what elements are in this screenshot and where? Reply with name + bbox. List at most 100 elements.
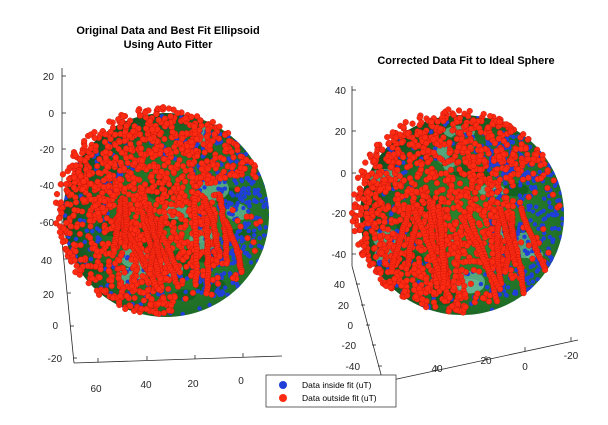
outside-point bbox=[400, 154, 407, 161]
outside-point bbox=[475, 220, 482, 227]
outside-point bbox=[528, 160, 536, 167]
outside-point bbox=[131, 226, 139, 233]
inside-point bbox=[258, 162, 263, 167]
inside-point bbox=[232, 178, 237, 183]
outside-point bbox=[210, 262, 217, 269]
inside-point bbox=[261, 233, 267, 238]
inside-point bbox=[263, 265, 268, 270]
outside-point bbox=[379, 212, 386, 219]
outside-point bbox=[418, 161, 425, 168]
inside-point bbox=[73, 236, 79, 242]
inside-point bbox=[557, 177, 562, 182]
outside-point bbox=[461, 171, 468, 178]
outside-point bbox=[419, 149, 427, 156]
inside-point bbox=[247, 178, 252, 183]
outside-point bbox=[418, 247, 425, 254]
outside-point bbox=[158, 168, 165, 175]
outside-point bbox=[161, 135, 168, 143]
outside-point bbox=[76, 155, 84, 163]
outside-point bbox=[121, 243, 129, 250]
right-x-tick-label: 40 bbox=[431, 364, 443, 375]
outside-point bbox=[468, 125, 475, 132]
outside-point bbox=[388, 163, 395, 170]
outside-point bbox=[355, 241, 362, 248]
outside-point bbox=[117, 159, 124, 166]
outside-point bbox=[363, 234, 370, 242]
outside-point bbox=[402, 119, 409, 126]
outside-point bbox=[140, 297, 148, 304]
outside-point bbox=[167, 113, 174, 120]
outside-point bbox=[123, 145, 130, 152]
inside-point bbox=[246, 228, 251, 234]
outside-point bbox=[188, 139, 195, 146]
outside-point bbox=[438, 195, 445, 202]
inside-point bbox=[264, 138, 269, 143]
inside-point bbox=[530, 279, 536, 284]
outside-point bbox=[91, 129, 98, 136]
outside-point bbox=[147, 301, 154, 308]
inside-point bbox=[261, 204, 266, 210]
outside-point bbox=[443, 170, 450, 177]
outside-point bbox=[140, 289, 147, 296]
outside-point bbox=[462, 122, 469, 129]
legend-label-outside: Data outside fit (uT) bbox=[302, 393, 377, 403]
inside-point bbox=[388, 211, 394, 217]
left-z-tick-label: -60 bbox=[40, 218, 55, 229]
outside-point bbox=[445, 199, 452, 206]
inside-point bbox=[254, 140, 259, 146]
outside-point bbox=[446, 149, 453, 157]
outside-point bbox=[479, 229, 486, 236]
outside-point bbox=[396, 173, 404, 180]
outside-point bbox=[418, 119, 425, 126]
outside-point bbox=[545, 249, 552, 256]
outside-point bbox=[186, 152, 193, 159]
outside-point bbox=[81, 137, 88, 145]
outside-point bbox=[93, 248, 101, 255]
inside-point bbox=[540, 277, 546, 282]
outside-point bbox=[412, 293, 419, 300]
outside-point bbox=[377, 199, 385, 206]
inside-point bbox=[248, 243, 254, 249]
inside-point bbox=[554, 271, 559, 276]
outside-point bbox=[389, 230, 396, 237]
outside-point bbox=[419, 265, 426, 272]
outside-point bbox=[123, 154, 130, 162]
outside-point bbox=[160, 295, 167, 302]
outside-point bbox=[230, 154, 237, 161]
inside-point bbox=[219, 162, 224, 167]
outside-point bbox=[257, 218, 264, 225]
outside-point bbox=[189, 188, 196, 195]
outside-point bbox=[525, 174, 532, 181]
outside-point bbox=[556, 202, 563, 209]
outside-point bbox=[70, 241, 78, 248]
inside-point bbox=[555, 198, 560, 203]
outside-point bbox=[373, 173, 380, 180]
inside-point bbox=[546, 262, 552, 267]
outside-point bbox=[404, 164, 411, 171]
inside-point bbox=[542, 196, 547, 201]
inside-point bbox=[551, 212, 556, 217]
inside-point bbox=[555, 133, 560, 138]
outside-point bbox=[544, 185, 551, 192]
inside-point bbox=[95, 239, 100, 244]
inside-point bbox=[235, 193, 240, 198]
outside-point bbox=[530, 170, 537, 177]
inside-point bbox=[263, 181, 268, 186]
outside-point bbox=[174, 283, 182, 290]
outside-point bbox=[228, 149, 235, 156]
outside-point bbox=[131, 277, 138, 284]
outside-point bbox=[381, 176, 388, 184]
inside-point bbox=[202, 185, 207, 190]
inside-point bbox=[552, 166, 557, 171]
outside-point bbox=[370, 157, 378, 164]
outside-point bbox=[167, 189, 174, 196]
outside-point bbox=[104, 163, 111, 170]
outside-point bbox=[80, 178, 87, 185]
outside-point bbox=[509, 203, 517, 210]
outside-point bbox=[409, 120, 416, 127]
outside-point bbox=[487, 211, 494, 218]
outside-point bbox=[180, 248, 187, 255]
outside-point bbox=[410, 194, 418, 201]
inside-point bbox=[84, 228, 90, 233]
inside-point bbox=[244, 131, 250, 136]
